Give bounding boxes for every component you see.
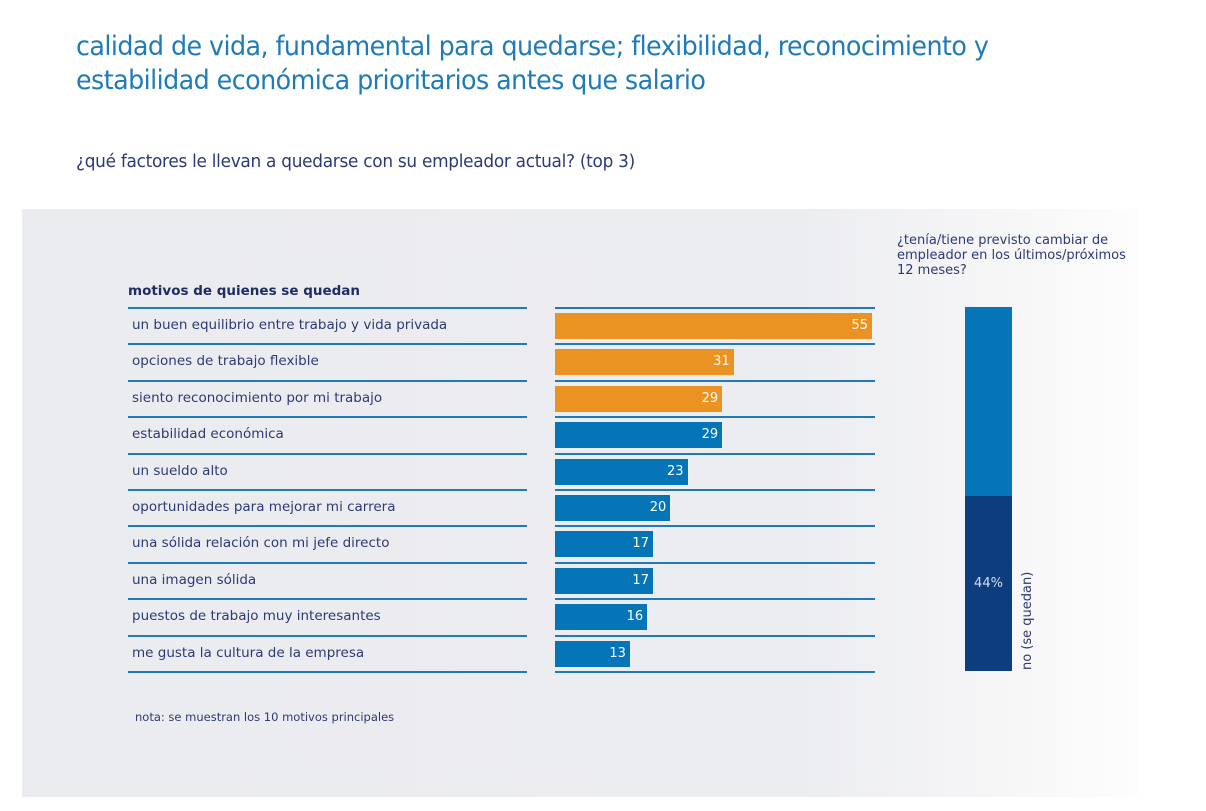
bar — [555, 458, 688, 485]
bar-divider — [555, 416, 875, 419]
label-divider — [128, 525, 527, 528]
chart-note: nota: se muestran los 10 motivos princip… — [135, 710, 395, 724]
category-label: un buen equilibrio entre trabajo y vida … — [132, 317, 448, 333]
category-label: estabilidad económica — [132, 426, 284, 443]
bar-divider — [555, 307, 875, 309]
bar-value-label: 55 — [851, 318, 868, 333]
category-label: una sólida relación con mi jefe directo — [132, 535, 390, 552]
category-label: oportunidades para mejorar mi carrera — [132, 499, 396, 515]
label-divider — [128, 452, 527, 455]
bar-value-label: 29 — [701, 427, 719, 443]
label-divider — [128, 416, 527, 419]
label-divider — [128, 489, 527, 491]
bar-divider — [555, 452, 875, 455]
label-divider — [128, 671, 527, 673]
stack-segment-stay — [965, 496, 1012, 671]
bar-divider — [555, 489, 875, 491]
stack-segment-value-label: 44% — [974, 575, 1003, 591]
category-label: me gusta la cultura de la empresa — [132, 644, 365, 661]
bar — [555, 640, 630, 667]
page-title: calidad de vida, fundamental para quedar… — [76, 31, 989, 96]
label-divider — [128, 634, 527, 637]
bar-chart-heading: motivos de quienes se quedan — [128, 283, 361, 299]
bar-divider — [555, 671, 875, 673]
bar-value-label: 17 — [632, 536, 649, 552]
bar-value-label: 13 — [609, 645, 626, 661]
bar-value-label: 31 — [713, 354, 730, 370]
bar — [555, 567, 653, 594]
bar-divider — [555, 634, 875, 637]
bar — [555, 604, 648, 631]
chart-subtitle: ¿qué factores le llevan a quedarse con s… — [76, 151, 635, 172]
label-divider — [128, 598, 527, 601]
category-label: un sueldo alto — [132, 462, 228, 479]
stacked-chart-question: ¿tenía/tiene previsto cambiar de emplead… — [897, 233, 1126, 278]
bar-value-label: 29 — [701, 390, 719, 406]
bar — [555, 495, 671, 521]
bar-divider — [555, 561, 875, 564]
category-label: siento reconocimiento por mi trabajo — [132, 389, 383, 406]
bar-divider — [555, 379, 875, 382]
bar — [555, 422, 723, 449]
stack-segment-change — [965, 307, 1012, 497]
bar — [555, 349, 734, 376]
category-label: opciones de trabajo flexible — [132, 353, 319, 370]
bar-value-label: 23 — [667, 463, 684, 479]
category-label: puestos de trabajo muy interesantes — [132, 608, 381, 625]
category-label: una imagen sólida — [132, 571, 257, 588]
label-divider — [128, 379, 527, 382]
bar — [555, 531, 653, 558]
bar — [555, 385, 723, 412]
stack-segment-name-label: no (se quedan) — [1020, 571, 1035, 670]
bar-value-label: 17 — [632, 572, 649, 588]
label-divider — [128, 307, 527, 309]
label-divider — [128, 561, 527, 564]
bar-divider — [555, 343, 875, 346]
bar-value-label: 16 — [626, 609, 644, 625]
bar-divider — [555, 525, 875, 528]
bar-value-label: 20 — [649, 500, 667, 515]
bar-divider — [555, 598, 875, 601]
label-divider — [128, 343, 527, 346]
bar — [555, 313, 872, 339]
